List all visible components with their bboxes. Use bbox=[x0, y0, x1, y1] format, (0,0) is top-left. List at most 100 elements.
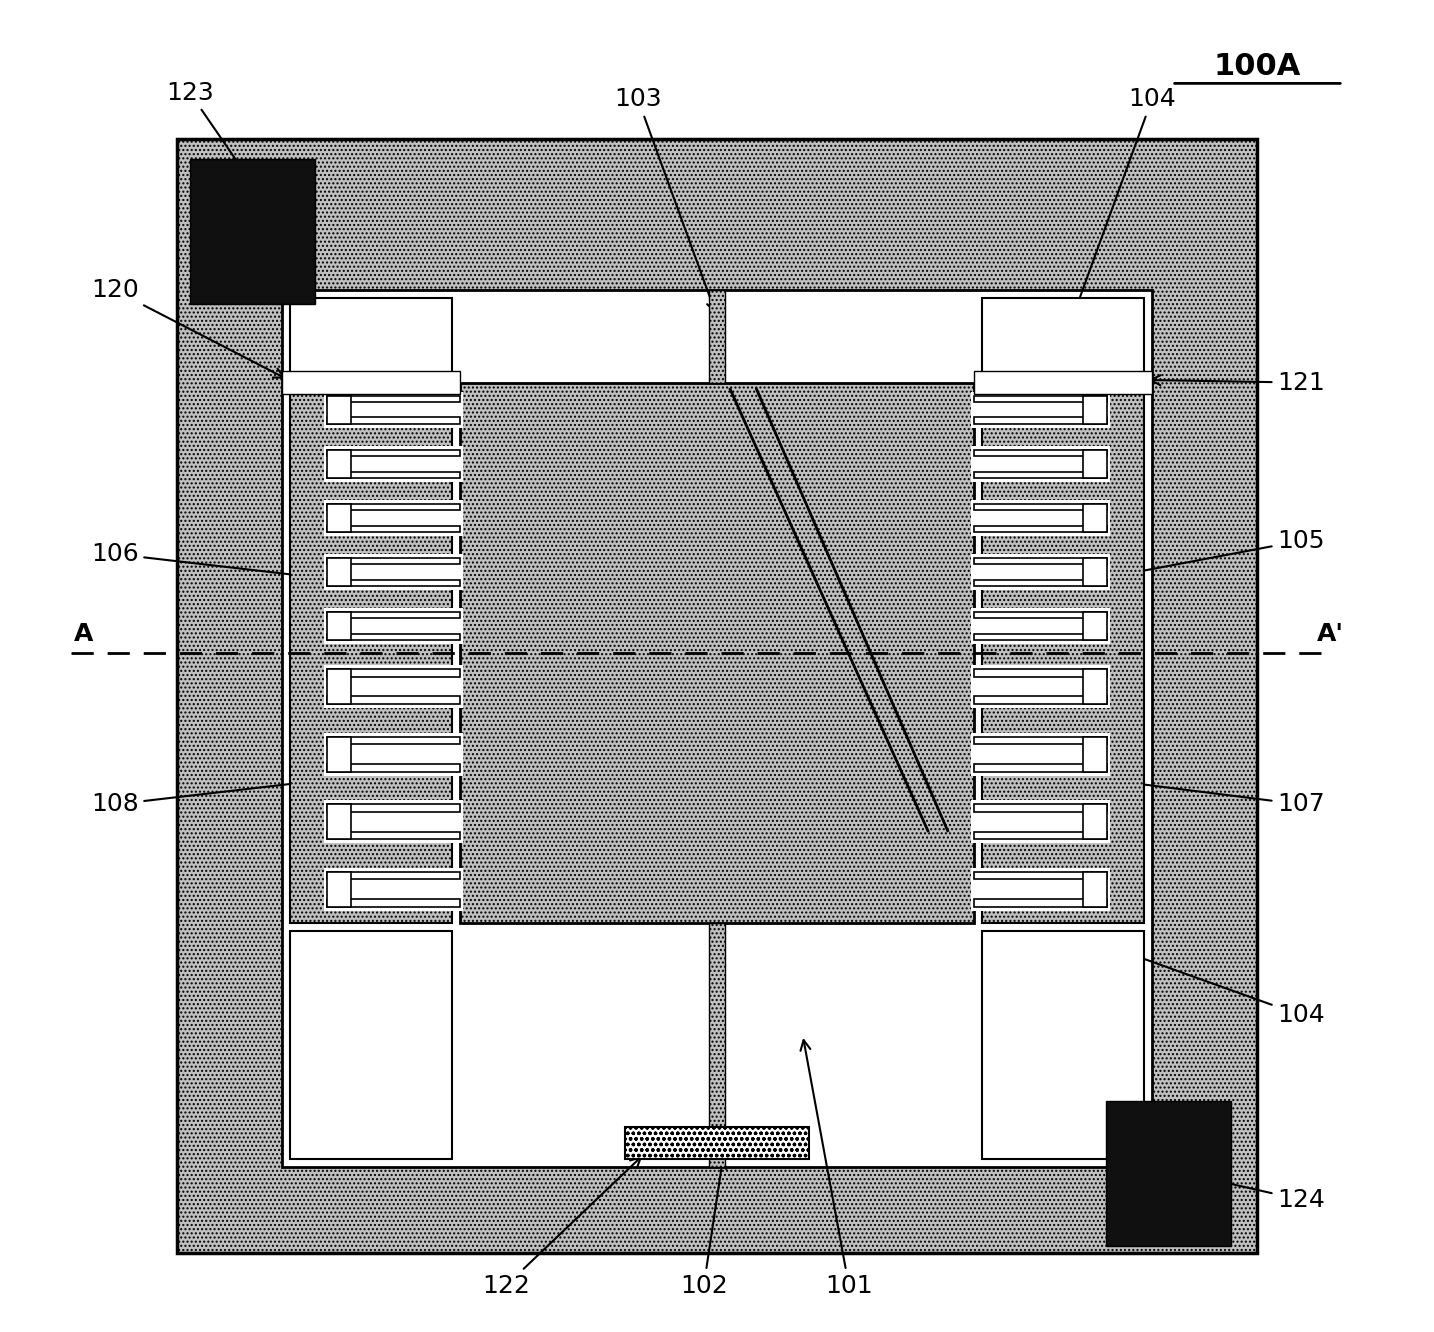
Text: 104: 104 bbox=[1074, 87, 1176, 312]
Bar bbox=[324, 446, 463, 482]
Bar bbox=[971, 867, 1110, 911]
Text: 106: 106 bbox=[90, 542, 336, 583]
Bar bbox=[327, 899, 460, 907]
Bar bbox=[327, 450, 460, 456]
Bar bbox=[974, 472, 1107, 478]
Bar bbox=[974, 669, 1107, 677]
Bar bbox=[327, 417, 460, 424]
Bar bbox=[971, 500, 1110, 535]
Bar bbox=[1083, 396, 1107, 424]
Text: 124: 124 bbox=[1190, 1172, 1325, 1212]
Bar bbox=[327, 765, 460, 771]
Bar bbox=[971, 733, 1110, 775]
Bar bbox=[282, 370, 460, 394]
Text: 123: 123 bbox=[166, 81, 260, 194]
Bar bbox=[327, 611, 460, 618]
Bar bbox=[290, 382, 452, 923]
Bar bbox=[625, 1127, 809, 1159]
Text: A: A bbox=[73, 622, 93, 646]
Bar bbox=[1083, 871, 1107, 907]
Text: 108: 108 bbox=[90, 775, 336, 817]
Bar bbox=[324, 607, 463, 643]
Bar bbox=[327, 611, 351, 639]
Text: 100A: 100A bbox=[1213, 52, 1301, 81]
Bar bbox=[974, 871, 1107, 879]
Text: 102: 102 bbox=[680, 1159, 727, 1297]
Bar bbox=[1083, 503, 1107, 531]
Text: 105: 105 bbox=[1097, 529, 1325, 582]
Bar bbox=[1083, 737, 1107, 771]
Text: 122: 122 bbox=[482, 1158, 641, 1297]
Bar bbox=[982, 382, 1144, 923]
Bar bbox=[1083, 669, 1107, 705]
Bar bbox=[974, 899, 1107, 907]
Bar bbox=[1083, 558, 1107, 586]
Bar bbox=[974, 417, 1107, 424]
Bar bbox=[974, 697, 1107, 705]
Bar bbox=[324, 801, 463, 843]
Bar bbox=[327, 697, 460, 705]
Bar bbox=[974, 450, 1107, 456]
Bar bbox=[327, 871, 351, 907]
Bar bbox=[1083, 805, 1107, 839]
Bar bbox=[974, 558, 1107, 563]
Bar bbox=[327, 805, 460, 813]
Text: 103: 103 bbox=[614, 87, 717, 312]
Bar bbox=[327, 396, 351, 424]
Bar bbox=[327, 503, 351, 531]
Bar bbox=[708, 923, 726, 1167]
Bar bbox=[971, 446, 1110, 482]
Bar bbox=[974, 526, 1107, 531]
Bar bbox=[324, 500, 463, 535]
Text: 121: 121 bbox=[1150, 370, 1325, 394]
Bar bbox=[974, 634, 1107, 639]
Bar bbox=[974, 611, 1107, 618]
Bar bbox=[1106, 1102, 1230, 1245]
Bar bbox=[708, 290, 726, 382]
Text: A': A' bbox=[1316, 622, 1344, 646]
Bar bbox=[327, 831, 460, 839]
Bar bbox=[189, 159, 315, 304]
Bar bbox=[974, 396, 1107, 402]
Bar bbox=[327, 558, 351, 586]
Bar bbox=[971, 665, 1110, 709]
Bar bbox=[460, 382, 974, 923]
Bar bbox=[327, 669, 460, 677]
Bar bbox=[282, 290, 1152, 1167]
Bar bbox=[982, 931, 1144, 1159]
Bar bbox=[327, 526, 460, 531]
Text: 107: 107 bbox=[1098, 775, 1325, 817]
Bar bbox=[971, 801, 1110, 843]
Bar bbox=[327, 737, 351, 771]
Bar bbox=[327, 871, 460, 879]
Bar bbox=[327, 503, 460, 510]
Bar bbox=[327, 737, 460, 745]
Bar bbox=[974, 503, 1107, 510]
Bar bbox=[327, 805, 351, 839]
Bar bbox=[290, 298, 452, 382]
Bar bbox=[324, 554, 463, 590]
Bar bbox=[324, 867, 463, 911]
Bar bbox=[1083, 611, 1107, 639]
Bar bbox=[324, 665, 463, 709]
Bar bbox=[971, 392, 1110, 428]
Bar bbox=[327, 450, 351, 478]
Bar bbox=[974, 579, 1107, 586]
Bar bbox=[327, 579, 460, 586]
Bar bbox=[974, 765, 1107, 771]
Bar bbox=[971, 607, 1110, 643]
Text: 104: 104 bbox=[1104, 943, 1325, 1027]
Bar bbox=[974, 370, 1152, 394]
Bar bbox=[324, 392, 463, 428]
Bar bbox=[974, 737, 1107, 745]
Bar bbox=[290, 931, 452, 1159]
Bar bbox=[971, 554, 1110, 590]
Bar bbox=[176, 139, 1258, 1252]
Bar bbox=[324, 733, 463, 775]
Bar bbox=[327, 472, 460, 478]
Bar bbox=[327, 396, 460, 402]
Bar bbox=[327, 669, 351, 705]
Bar bbox=[974, 805, 1107, 813]
Bar bbox=[327, 558, 460, 563]
Bar bbox=[1083, 450, 1107, 478]
